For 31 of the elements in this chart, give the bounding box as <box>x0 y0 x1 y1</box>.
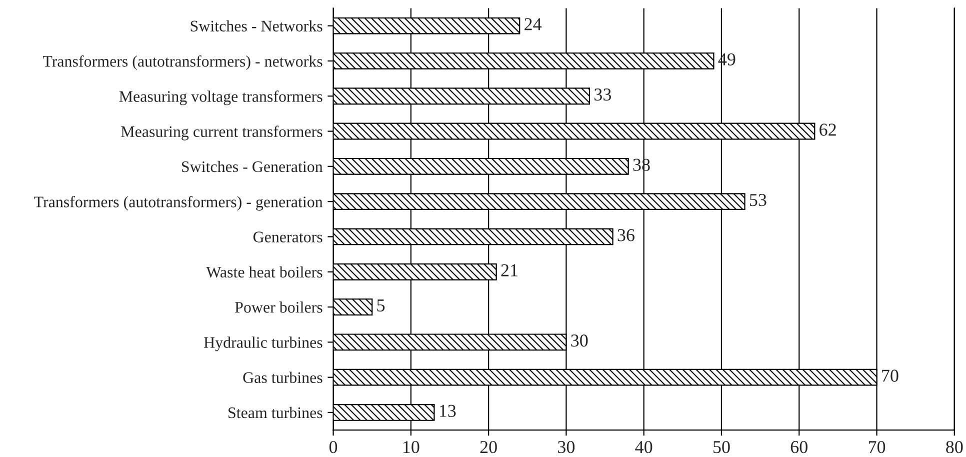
data-label: 36 <box>618 229 634 242</box>
y-tick-label: Steam turbines <box>228 406 322 418</box>
data-label: 13 <box>440 404 456 417</box>
x-tick-label: 50 <box>714 440 730 454</box>
y-tick-label: Gas turbines <box>243 372 322 384</box>
x-tick-label: 70 <box>868 440 886 454</box>
data-label: 70 <box>882 370 898 382</box>
x-tick-label: 30 <box>558 440 575 454</box>
data-label: 53 <box>750 194 766 206</box>
data-label: 30 <box>571 334 588 347</box>
data-label: 5 <box>377 300 385 312</box>
x-tick-label: 0 <box>329 440 338 454</box>
y-tick-label: Waste heat boilers <box>206 266 322 278</box>
y-tick-label: Measuring current transformers <box>121 126 322 140</box>
y-tick-label: Transformers (autotransformers) - networks <box>42 55 322 70</box>
x-tick-label: 20 <box>480 440 497 454</box>
x-tick-label: 60 <box>790 440 808 454</box>
y-tick-label: Switches - Generation <box>182 160 323 172</box>
y-tick-label: Hydraulic turbines <box>204 336 322 352</box>
y-tick-label: Power boilers <box>235 301 322 313</box>
y-tick-label: Measuring voltage transformers <box>119 90 322 106</box>
x-tick-label: 80 <box>946 440 963 454</box>
data-label: 62 <box>820 124 836 136</box>
y-tick-label: Generators <box>253 232 322 242</box>
data-label: 33 <box>594 88 612 101</box>
data-label: 24 <box>524 18 542 30</box>
y-tick-label: Switches - Networks <box>190 20 322 32</box>
data-label: 21 <box>501 264 518 276</box>
x-tick-label: 10 <box>403 440 420 454</box>
x-tick-label: 40 <box>635 440 652 454</box>
y-tick-label: Transformers (autotransformers) - generation <box>34 196 323 211</box>
